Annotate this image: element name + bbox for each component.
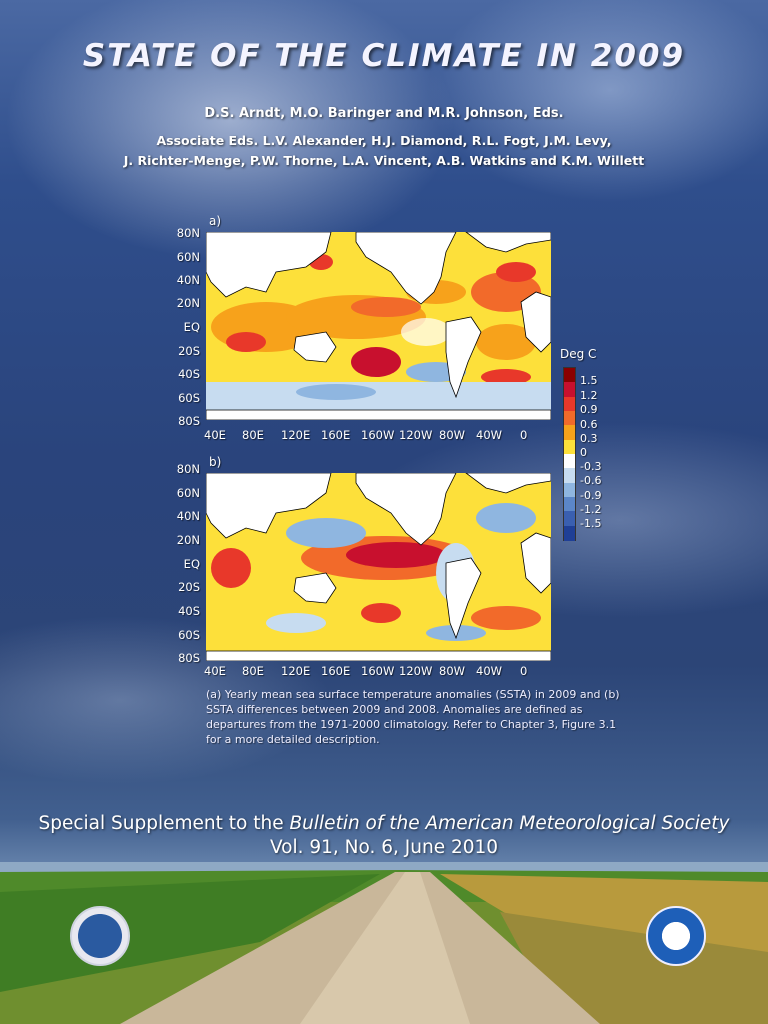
lat-label: 80N [176,462,200,476]
legend-swatch [564,511,575,527]
lon-label: 40W [476,664,503,678]
legend-label: 0 [580,446,587,459]
legend-label: 1.5 [580,374,598,387]
legend-swatch [564,396,575,412]
panel-b-label: b) [209,455,222,469]
ssta-2009-map [206,232,551,420]
department-of-commerce-seal-icon [70,906,130,966]
lon-label: 40W [476,428,503,442]
legend-swatch [564,468,575,484]
lon-label: 80E [242,664,264,678]
volume-line: Vol. 91, No. 6, June 2010 [269,837,499,858]
legend-label: -1.2 [580,503,602,516]
lat-label: 40S [178,604,200,618]
lon-label: 40E [204,664,226,678]
journal-name: Bulletin of the American Meteorological … [289,813,730,834]
lat-label: 40S [178,367,200,381]
legend-swatch [564,482,575,498]
ssta-difference-map [206,473,551,661]
legend-label: 0.3 [580,432,598,445]
lon-label: 80W [439,428,466,442]
associate-editors-line-1: Associate Eds. L.V. Alexander, H.J. Diam… [156,133,612,148]
lon-label: 80E [242,428,264,442]
legend-label: -0.6 [580,474,602,487]
legend-swatch [564,454,575,469]
lat-label: 60S [178,391,200,405]
lat-label: 40N [176,509,200,523]
lat-label: 60S [178,628,200,642]
panel-a-label: a) [209,214,222,228]
noaa-seal-icon [646,906,706,966]
lon-label: 120E [281,664,311,678]
lon-label: 40E [204,428,226,442]
editors-line: D.S. Arndt, M.O. Baringer and M.R. Johns… [204,106,564,121]
supplement-line: Special Supplement to the Bulletin of th… [0,813,768,834]
legend-label: -0.3 [580,460,602,473]
figure-caption: (a) Yearly mean sea surface temperature … [206,688,620,746]
legend-swatch [564,497,575,512]
legend-label: -1.5 [580,517,602,530]
lat-label: EQ [183,557,200,571]
lat-label: EQ [183,320,200,334]
lat-label: 80N [176,226,200,240]
supplement-prefix: Special Supplement to the [38,813,290,834]
lat-label: 20S [178,344,200,358]
lon-label: 80W [439,664,466,678]
legend-swatch [564,382,575,398]
legend-swatch [564,525,575,541]
lat-label: 80S [178,414,200,428]
lon-label: 160W [361,428,395,442]
lon-label: 160E [321,664,351,678]
lon-label: 0 [520,428,528,442]
lon-label: 160W [361,664,395,678]
cover-title: STATE OF THE CLIMATE IN 2009 [82,38,686,74]
legend-label: -0.9 [580,489,602,502]
legend-label: 1.2 [580,389,598,402]
legend-swatch [564,368,575,383]
lat-label: 20N [176,533,200,547]
lat-label: 60N [176,486,200,500]
lon-label: 120E [281,428,311,442]
lat-label: 80S [178,651,200,665]
legend-swatch [564,439,575,455]
lon-label: 120W [399,428,433,442]
lat-label: 60N [176,250,200,264]
legend-swatch [564,425,575,441]
legend-swatch [564,411,575,426]
lon-label: 0 [520,664,528,678]
legend-title: Deg C [560,347,597,361]
lon-label: 160E [321,428,351,442]
lat-label: 20S [178,580,200,594]
legend-label: 0.6 [580,418,598,431]
lat-label: 20N [176,296,200,310]
associate-editors-line-2: J. Richter-Menge, P.W. Thorne, L.A. Vinc… [123,153,645,168]
legend-label: 0.9 [580,403,598,416]
lat-label: 40N [176,273,200,287]
color-legend-bar [563,367,576,541]
lon-label: 120W [399,664,433,678]
